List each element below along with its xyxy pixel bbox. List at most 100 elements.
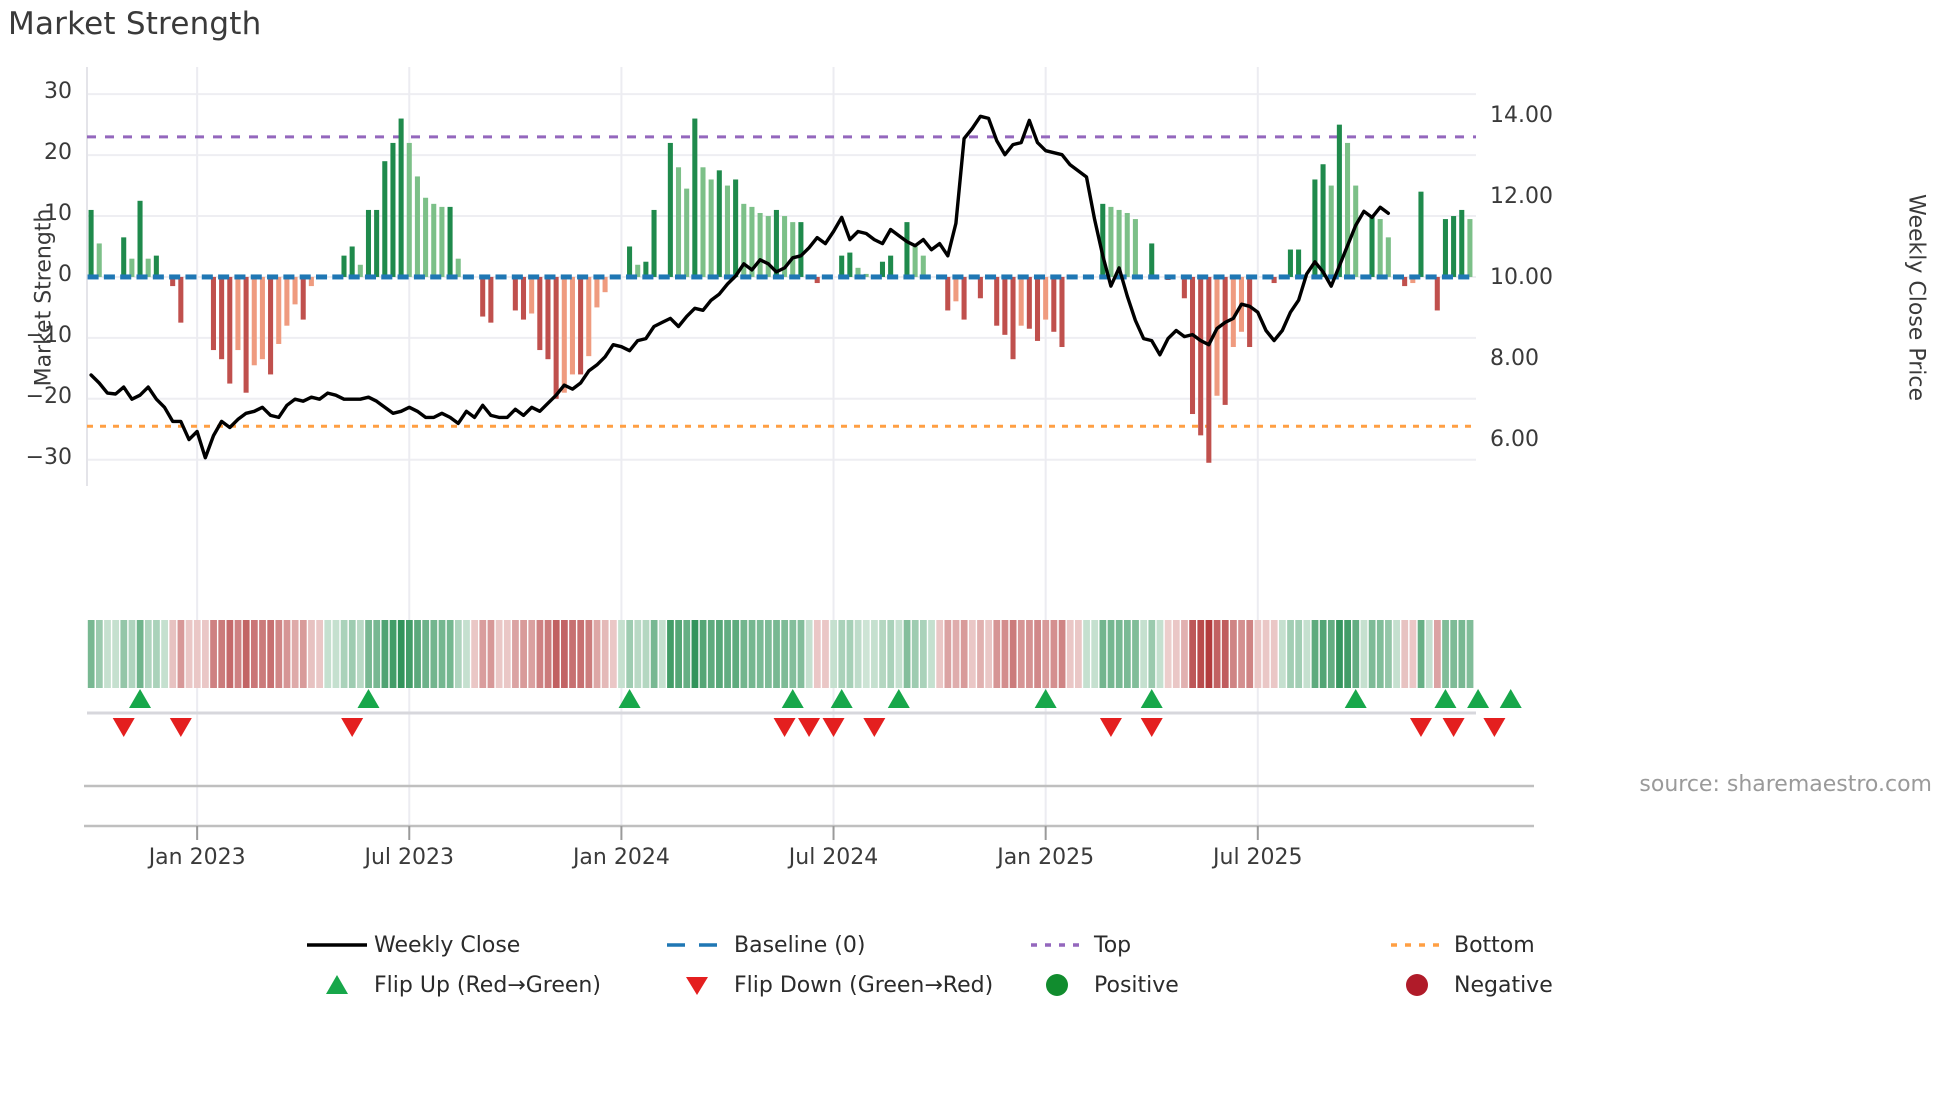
strength-bar [757,212,763,277]
heat-cell [1417,620,1425,688]
heat-cell [405,620,413,688]
heat-cell [446,620,454,688]
strength-bar [724,185,730,277]
legend-key [660,932,734,958]
heat-cell [471,620,479,688]
heat-cell [960,620,968,688]
heat-cell [87,620,95,688]
strength-bar [1149,243,1155,277]
heat-cell [773,620,780,688]
strength-bar [1434,276,1440,311]
strength-bar [586,276,592,357]
strength-bar [692,118,698,277]
heat-cell [259,620,266,688]
strength-bar [1059,276,1065,348]
heat-cell [283,620,291,688]
flip-up-marker [1344,689,1367,708]
heat-cell [153,620,160,688]
legend-key [300,932,374,958]
strength-bar [904,222,910,277]
y-tick-left: 10 [44,201,72,227]
strength-bar [635,264,641,277]
heat-cell [528,620,536,688]
legend-item[interactable]: Weekly Close [300,932,660,958]
heat-cell [144,620,152,688]
strength-bar [953,276,959,302]
strength-bar [1132,219,1138,277]
strength-bar [578,276,584,375]
strength-bar [178,276,184,323]
legend-dotted-line-icon [1031,943,1083,947]
strength-bar [627,246,633,277]
legend-key [1020,932,1094,958]
strength-bar [365,209,372,277]
strength-bar [553,276,559,399]
heat-cell [381,620,389,688]
heat-cell [430,620,438,688]
heat-cell [1458,620,1466,688]
heat-cell [1066,620,1074,688]
strength-bar [398,118,404,277]
legend-solid-line-icon [307,943,367,947]
strength-bar [227,276,233,384]
heat-cell [1107,620,1115,688]
strength-bar [259,276,265,360]
heat-cell [1001,620,1009,688]
strength-bar [945,276,951,311]
triangle-down-icon [686,977,708,995]
strength-bar [1451,216,1457,277]
heat-cell [291,620,299,688]
legend-dotted-line-icon [1391,943,1443,947]
legend-dashed-line-icon [667,943,727,947]
legend-label: Positive [1094,972,1179,998]
legend-item[interactable]: Negative [1380,972,1680,998]
strength-bar [1189,276,1196,415]
strength-bar [1230,276,1236,348]
strength-bar [1010,276,1016,360]
heat-cell [1075,620,1082,688]
x-tick-label: Jan 2024 [572,845,670,870]
heat-cell [202,620,209,688]
heat-cell [756,620,764,688]
heat-cell [601,620,609,688]
strength-bar [1369,216,1375,277]
heat-cell [1140,620,1148,688]
heat-cell [634,620,642,688]
strength-bar [1026,276,1032,329]
heat-cell [732,620,740,688]
heat-cell [169,620,177,688]
heat-cell [438,620,446,688]
circle-marker-icon [1406,974,1428,996]
heat-cell [781,620,789,688]
strength-bar [749,206,755,277]
heat-cell [1009,620,1017,688]
legend-item[interactable]: Top [1020,932,1380,958]
heat-cell [512,620,519,688]
heat-cell [1050,620,1058,688]
strength-bar [1377,219,1383,277]
legend-item[interactable]: Flip Down (Green→Red) [660,972,1020,998]
heat-cell [1376,620,1384,688]
legend-item[interactable]: Baseline (0) [660,932,1020,958]
heat-cell [299,620,307,688]
heat-cell [1115,620,1123,688]
heat-cell [316,620,324,688]
heat-cell [414,620,421,688]
strength-bar [1336,124,1342,277]
strength-bar [121,237,127,277]
legend-item[interactable]: Bottom [1380,932,1680,958]
legend-item[interactable]: Positive [1020,972,1380,998]
heat-cell [234,620,242,688]
strength-bar [129,258,135,277]
legend-label: Baseline (0) [734,932,866,958]
strength-bar [488,276,494,323]
heat-cell [1434,620,1441,688]
strength-bar [210,276,216,351]
strength-bar [994,276,1000,326]
strength-bar [847,252,853,277]
heat-cell [503,620,511,688]
flip-up-marker [887,689,910,708]
heat-cell [936,620,944,688]
heat-cell [1311,620,1319,688]
legend-item[interactable]: Flip Up (Red→Green) [300,972,660,998]
